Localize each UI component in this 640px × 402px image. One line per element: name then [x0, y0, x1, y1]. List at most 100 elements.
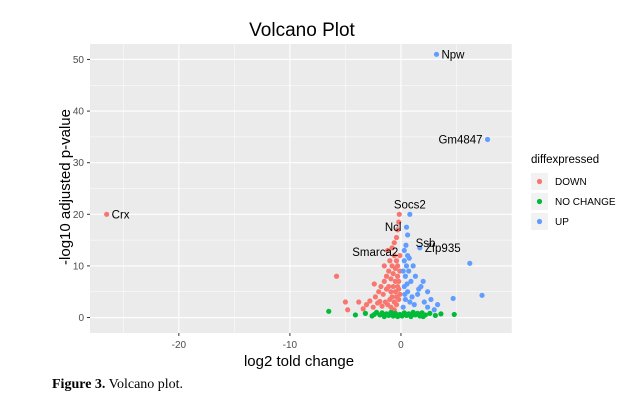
point-up — [410, 263, 416, 269]
point-no-change — [326, 308, 332, 314]
figure-caption-text: Volcano plot. — [105, 377, 184, 392]
point-down — [367, 298, 373, 304]
point-down — [356, 299, 362, 305]
point-up — [407, 299, 413, 305]
point-down — [386, 268, 392, 274]
point-up — [402, 291, 408, 297]
point-up — [408, 278, 414, 284]
point-down — [393, 234, 400, 241]
point-up — [431, 307, 437, 313]
point-up — [400, 304, 406, 310]
point-no-change — [432, 312, 438, 319]
point-up — [416, 286, 422, 292]
point-up — [411, 302, 417, 308]
point-down — [370, 304, 376, 310]
y-tick-label: 10 — [73, 261, 85, 272]
point-up — [417, 245, 423, 251]
legend-key-no-change — [536, 198, 543, 205]
x-axis-ticks: -20 -10 0 — [172, 333, 404, 351]
data-points — [104, 51, 491, 320]
point-down — [360, 306, 366, 312]
annotation-label: Socs2 — [394, 199, 426, 211]
point-up — [402, 296, 408, 303]
annotation-label: Ncl — [385, 222, 402, 234]
point-down — [342, 299, 349, 305]
point-up — [402, 273, 408, 279]
annotation-label: Npw — [441, 49, 465, 61]
point-down — [385, 247, 391, 254]
point-down — [380, 291, 386, 297]
point-up — [403, 263, 410, 269]
grid-lines — [90, 44, 513, 333]
point-down — [395, 227, 401, 233]
point-up — [421, 299, 427, 305]
point-up — [428, 296, 434, 303]
point-up — [425, 289, 431, 295]
point-down — [388, 289, 394, 295]
point-down — [104, 211, 110, 217]
point-no-change — [438, 311, 444, 317]
point-down — [379, 303, 385, 309]
legend-label-up: UP — [555, 217, 569, 228]
y-tick-label: 50 — [73, 55, 85, 66]
point-no-change — [420, 313, 426, 320]
point-down — [389, 294, 395, 300]
point-down — [389, 245, 395, 251]
point-down — [377, 298, 383, 305]
x-tick-label: -20 — [172, 340, 187, 351]
point-down — [363, 302, 370, 308]
point-down — [396, 296, 402, 303]
point-down — [393, 302, 400, 308]
point-up — [467, 260, 473, 266]
x-tick-label: 0 — [398, 340, 404, 351]
point-down — [396, 278, 402, 284]
legend-title: diffexpressed — [531, 154, 599, 166]
legend: diffexpressed DOWN NO CHANGE UP — [531, 154, 616, 230]
point-down — [372, 294, 379, 300]
y-tick-label: 30 — [73, 158, 85, 169]
point-down — [388, 276, 394, 282]
point-up — [479, 292, 485, 298]
point-up — [406, 268, 412, 274]
point-down — [391, 252, 397, 259]
x-tick-label: -10 — [283, 340, 298, 351]
point-down — [390, 283, 396, 290]
point-down — [386, 283, 392, 290]
point-down — [383, 273, 390, 279]
point-no-change — [451, 311, 457, 318]
point-up — [433, 51, 440, 57]
point-up — [406, 255, 412, 261]
legend-label-down: DOWN — [555, 177, 587, 188]
point-down — [396, 211, 402, 217]
point-down — [395, 273, 401, 279]
y-tick-label: 40 — [73, 107, 85, 118]
point-up — [405, 232, 411, 238]
point-no-change — [427, 310, 433, 316]
point-down — [393, 258, 400, 264]
point-up — [407, 211, 413, 217]
legend-key-up — [536, 218, 543, 225]
annotation-label: Gm4847 — [438, 134, 482, 146]
point-annotations: Npw Gm4847 Crx Socs2 Ncl Ssb Smarca2 Zfp935 — [112, 49, 483, 259]
point-down — [345, 307, 351, 313]
point-down — [397, 252, 403, 259]
chart-title: Volcano Plot — [249, 20, 355, 41]
point-down — [333, 273, 340, 279]
x-axis-label: log2 told change — [244, 353, 354, 370]
point-no-change — [352, 312, 359, 318]
point-up — [450, 295, 456, 302]
annotation-label: Crx — [112, 209, 130, 221]
figure-caption-label: Figure 3. — [52, 377, 106, 392]
point-up — [401, 247, 407, 254]
point-up — [420, 278, 426, 284]
point-down — [395, 263, 401, 269]
point-no-change — [405, 311, 411, 318]
point-down — [396, 219, 402, 225]
point-up — [409, 294, 415, 300]
point-no-change — [389, 312, 395, 318]
legend-key-down — [536, 178, 543, 185]
annotation-label: Zfp935 — [425, 243, 461, 255]
point-up — [412, 273, 418, 279]
point-up — [400, 268, 406, 274]
